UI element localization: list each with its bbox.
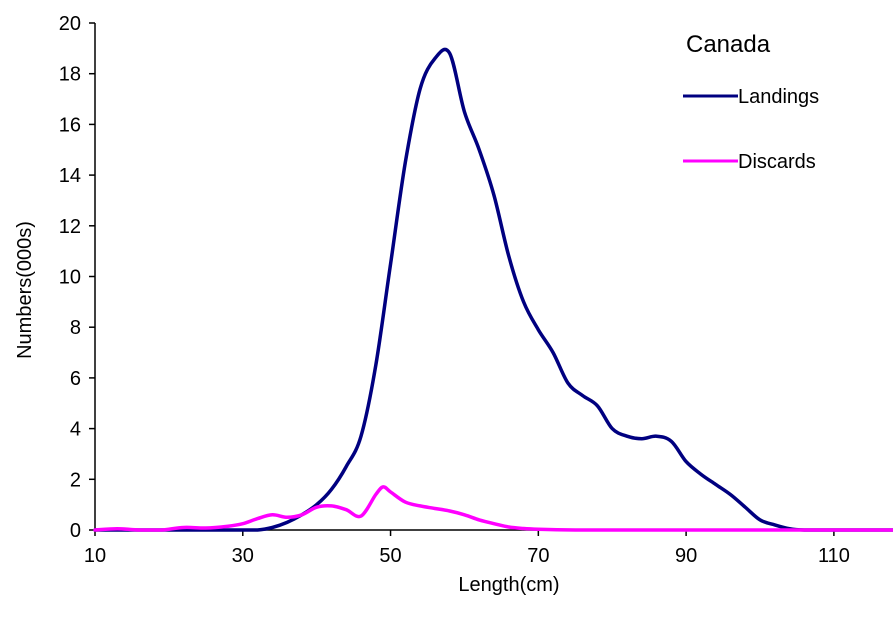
x-tick-label: 50 [379, 545, 401, 567]
series-line-landings [93, 47, 893, 532]
x-tick-label: 110 [818, 545, 850, 567]
x-tick-label: 10 [84, 545, 106, 567]
y-tick-label: 4 [70, 419, 81, 441]
x-axis-label: Length(cm) [458, 574, 559, 596]
x-tick-label: 70 [527, 545, 549, 567]
plot-area: 0 2 4 6 8 10 12 14 16 18 20 10 30 50 70 90 110 [59, 13, 893, 567]
legend-label-discards: Discards [738, 151, 816, 173]
y-tick-label: 20 [59, 13, 81, 35]
y-tick-label: 16 [59, 114, 81, 136]
x-tick-label: 90 [675, 545, 697, 567]
y-tick-label: 18 [59, 64, 81, 86]
x-tick-label: 30 [232, 545, 254, 567]
legend-label-landings: Landings [738, 86, 819, 108]
legend: Canada Landings Discards [683, 31, 819, 173]
y-tick-label: 14 [59, 165, 81, 187]
y-axis-label: Numbers(000s) [14, 221, 36, 359]
y-tick-label: 10 [59, 267, 81, 289]
y-tick-label: 2 [70, 469, 81, 491]
y-tick-label: 6 [70, 368, 81, 390]
series-layer [93, 47, 893, 532]
series-line-discards [93, 485, 893, 532]
y-axis-ticks: 0 2 4 6 8 10 12 14 16 18 20 [59, 13, 95, 542]
y-tick-label: 8 [70, 317, 81, 339]
legend-title: Canada [686, 31, 771, 58]
x-axis-ticks: 10 30 50 70 90 110 [84, 530, 850, 567]
y-tick-label: 0 [70, 520, 81, 542]
y-tick-label: 12 [59, 216, 81, 238]
